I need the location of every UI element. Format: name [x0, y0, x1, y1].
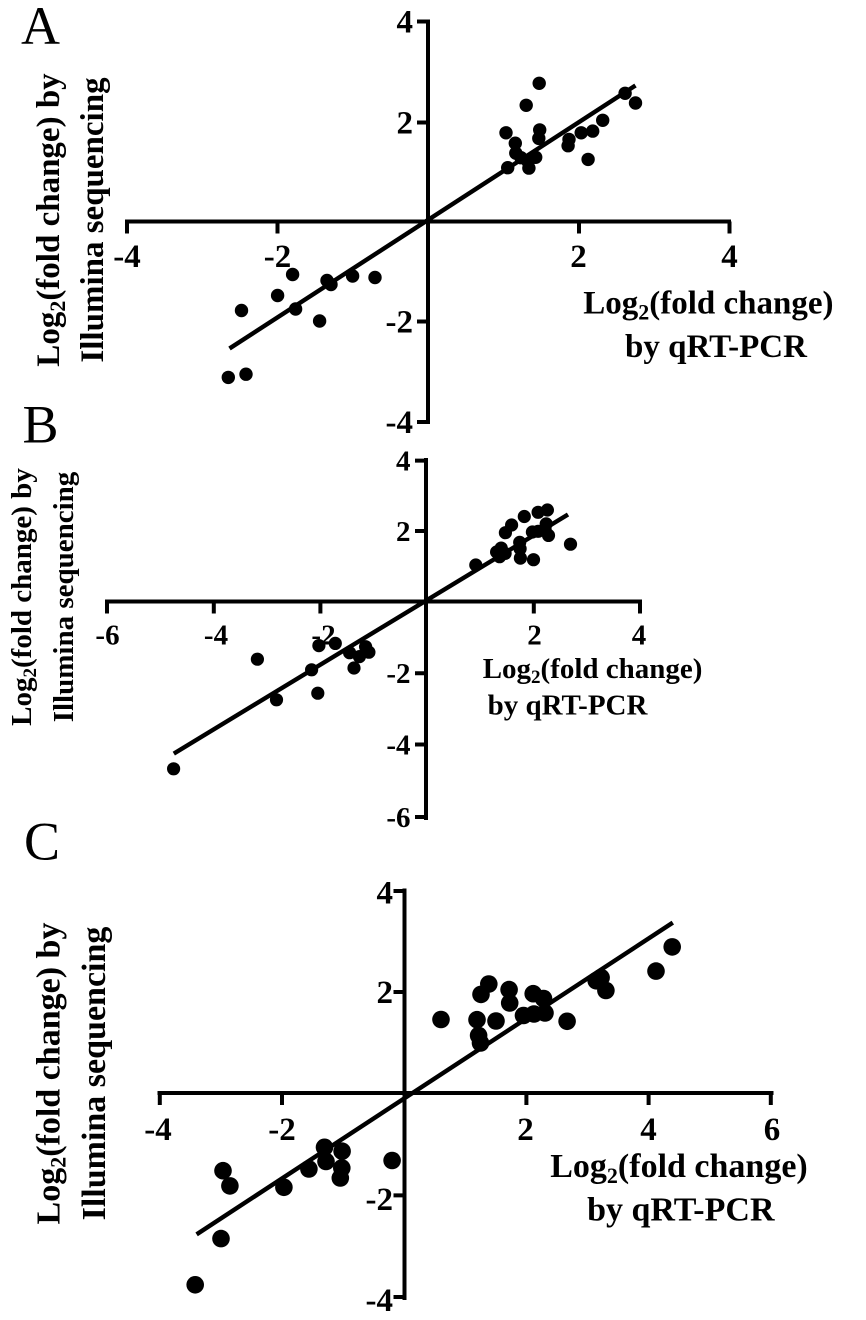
svg-text:Log2(fold change): Log2(fold change) — [583, 286, 833, 325]
svg-text:-2: -2 — [311, 620, 335, 652]
svg-text:by qRT-PCR: by qRT-PCR — [488, 690, 649, 722]
svg-text:2: 2 — [570, 239, 587, 275]
svg-text:by qRT-PCR: by qRT-PCR — [625, 329, 808, 365]
svg-text:-2: -2 — [264, 239, 292, 275]
svg-text:-4: -4 — [113, 239, 141, 275]
svg-text:-4: -4 — [386, 405, 414, 441]
svg-text:4: 4 — [396, 445, 411, 477]
svg-text:-2: -2 — [386, 305, 414, 341]
svg-text:-6: -6 — [386, 802, 410, 834]
svg-text:Log2(fold change) by: Log2(fold change) by — [31, 73, 70, 367]
svg-text:Log2(fold change): Log2(fold change) — [483, 653, 703, 688]
svg-text:4: 4 — [397, 5, 414, 41]
svg-text:C: C — [24, 811, 60, 871]
svg-text:2: 2 — [397, 106, 414, 142]
svg-text:-4: -4 — [366, 1283, 394, 1319]
svg-text:2: 2 — [517, 1112, 534, 1148]
svg-text:6: 6 — [764, 1112, 781, 1148]
svg-text:-6: -6 — [95, 620, 119, 652]
svg-text:4: 4 — [377, 876, 394, 912]
svg-text:Illumina sequencing: Illumina sequencing — [75, 77, 111, 363]
svg-text:4: 4 — [640, 1112, 657, 1148]
svg-text:Log2(fold change) by: Log2(fold change) by — [6, 468, 41, 726]
svg-text:-4: -4 — [204, 620, 228, 652]
svg-text:Illumina sequencing: Illumina sequencing — [76, 927, 113, 1221]
svg-text:-2: -2 — [366, 1182, 394, 1218]
svg-text:2: 2 — [527, 620, 542, 652]
svg-text:Illumina sequencing: Illumina sequencing — [48, 471, 80, 722]
svg-text:-4: -4 — [144, 1112, 172, 1148]
svg-text:A: A — [21, 0, 60, 56]
svg-text:Log2(fold change): Log2(fold change) — [550, 1148, 808, 1188]
svg-text:Log2(fold change) by: Log2(fold change) by — [31, 923, 71, 1225]
svg-text:B: B — [23, 395, 59, 455]
svg-text:by qRT-PCR: by qRT-PCR — [587, 1192, 775, 1229]
svg-text:4: 4 — [632, 620, 647, 652]
svg-text:-2: -2 — [386, 658, 410, 690]
svg-text:2: 2 — [396, 516, 411, 548]
svg-text:2: 2 — [377, 975, 394, 1011]
svg-text:-2: -2 — [268, 1112, 296, 1148]
svg-text:4: 4 — [721, 239, 738, 275]
svg-text:-4: -4 — [386, 729, 410, 761]
